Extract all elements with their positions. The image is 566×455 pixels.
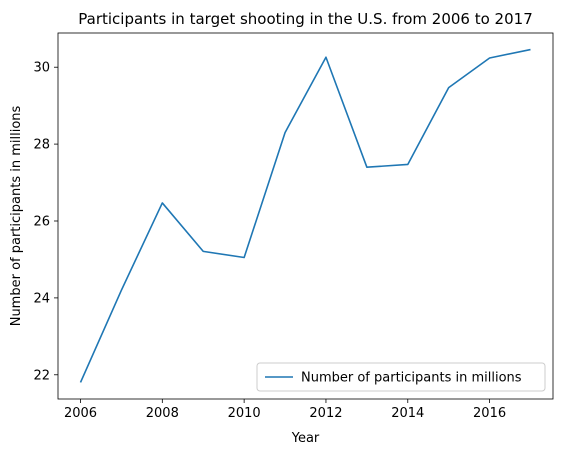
x-tick-label: 2014 — [391, 406, 424, 421]
plot-frame — [57, 32, 554, 400]
y-tick-label: 24 — [33, 291, 50, 306]
chart-title: Participants in target shooting in the U… — [78, 10, 532, 28]
y-axis-label: Number of participants in millions — [9, 105, 24, 326]
x-axis-label: Year — [291, 431, 320, 446]
legend-entry: Number of participants in millions — [301, 371, 522, 386]
x-tick-label: 2016 — [473, 406, 506, 421]
y-axis: 22 24 26 28 30 — [33, 61, 58, 383]
series-line — [79, 48, 531, 383]
y-tick-label: 28 — [33, 138, 50, 153]
x-tick-label: 2006 — [64, 406, 97, 421]
y-tick-label: 26 — [33, 214, 50, 229]
legend: Number of participants in millions — [256, 362, 546, 392]
x-tick-label: 2012 — [309, 406, 342, 421]
x-tick-label: 2008 — [146, 406, 179, 421]
x-axis: 2006 2008 2010 2012 2014 2016 — [64, 399, 506, 421]
legend-box — [256, 362, 546, 392]
y-tick-label: 30 — [33, 61, 50, 76]
series-layer — [79, 48, 531, 383]
y-tick-label: 22 — [33, 368, 50, 383]
plot-border — [57, 32, 554, 400]
x-tick-label: 2010 — [228, 406, 261, 421]
